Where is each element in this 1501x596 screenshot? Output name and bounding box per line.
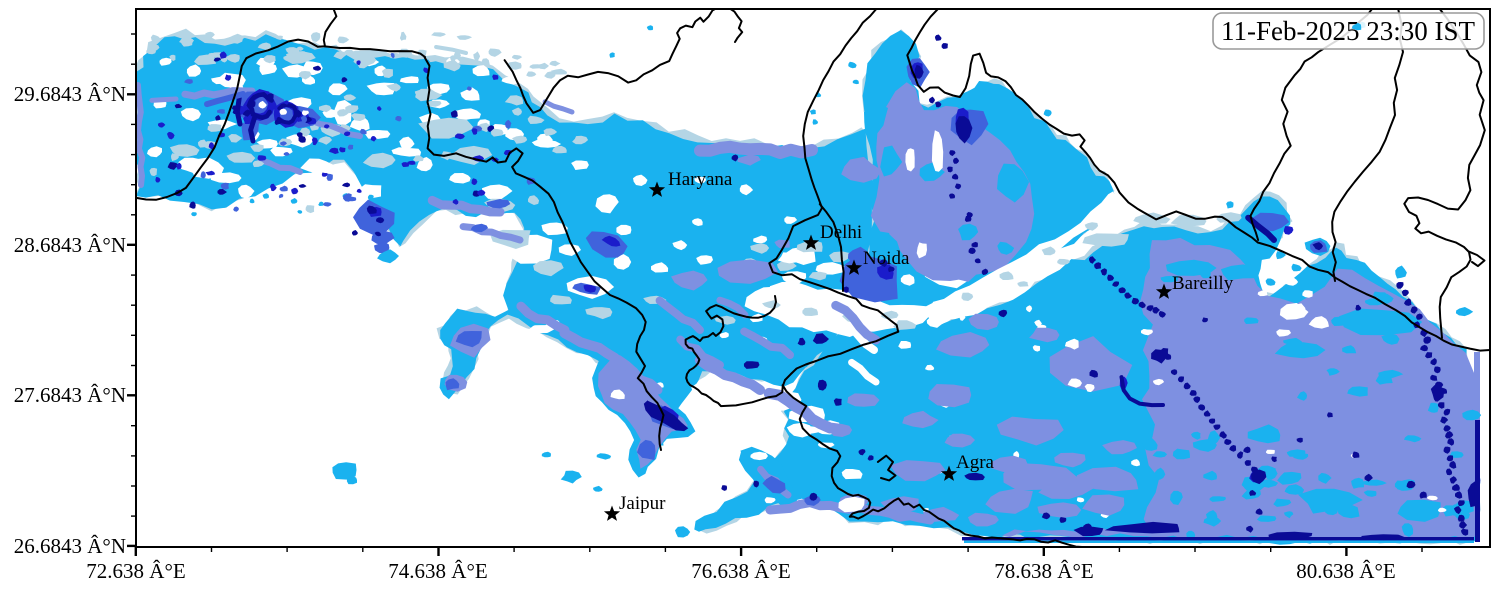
svg-text:72.638 Â°E: 72.638 Â°E: [86, 559, 185, 583]
svg-text:Jaipur: Jaipur: [619, 493, 666, 514]
svg-text:26.6843 Â°N: 26.6843 Â°N: [14, 534, 126, 558]
svg-text:Noida: Noida: [863, 248, 910, 269]
svg-text:Agra: Agra: [956, 452, 995, 473]
svg-text:78.638 Â°E: 78.638 Â°E: [994, 559, 1093, 583]
svg-text:Delhi: Delhi: [820, 222, 862, 243]
svg-text:76.638 Â°E: 76.638 Â°E: [691, 559, 790, 583]
svg-text:28.6843 Â°N: 28.6843 Â°N: [14, 233, 126, 257]
svg-text:Bareilly: Bareilly: [1172, 273, 1234, 294]
svg-text:74.638 Â°E: 74.638 Â°E: [388, 559, 487, 583]
svg-text:Haryana: Haryana: [668, 169, 733, 190]
svg-text:80.638 Â°E: 80.638 Â°E: [1296, 559, 1395, 583]
svg-text:11-Feb-2025 23:30 IST: 11-Feb-2025 23:30 IST: [1221, 16, 1475, 46]
svg-text:27.6843 Â°N: 27.6843 Â°N: [14, 383, 126, 407]
svg-text:29.6843 Â°N: 29.6843 Â°N: [14, 82, 126, 106]
